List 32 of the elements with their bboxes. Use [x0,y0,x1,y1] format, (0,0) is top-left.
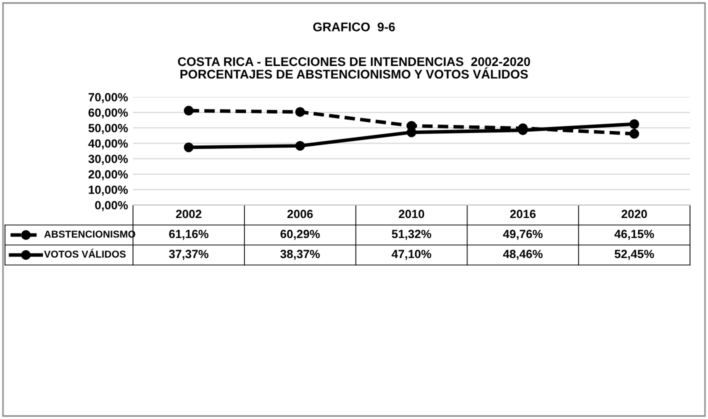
y-tick-label: 30,00% [88,154,128,165]
point [295,107,305,117]
y-tick-label: 70,00% [88,93,128,104]
data-label: 61,16% [169,230,208,240]
y-tick-label: 50,00% [88,124,128,134]
data-label: 60,29% [280,230,320,240]
x-tick-label: 2020 [622,210,647,218]
x-tick-label: 2016 [510,210,536,218]
data-label: 38,37% [280,250,320,260]
x-tick-label: 2010 [398,210,424,218]
point [184,142,194,152]
y-tick-label: 10,00% [88,186,128,196]
x-tick-label: 2006 [287,210,313,218]
point [295,140,305,151]
point [629,119,640,129]
y-tick-label: 40,00% [88,139,128,150]
legend-label: VOTOS VÁLIDOS [44,248,126,258]
data-label: 52,45% [614,250,654,260]
data-label: 51,32% [392,230,432,240]
data-label: 46,15% [614,230,654,240]
point [629,128,640,139]
y-tick-label: 60,00% [88,108,128,119]
y-tick-label: 0,00% [95,201,128,212]
y-tick-label: 20,00% [88,170,128,180]
data-label: 47,10% [392,250,432,260]
data-label: 49,76% [503,230,543,240]
data-label: 37,37% [168,250,208,260]
chart-title: GRAFICO 9-6 [313,22,395,32]
point [184,106,194,116]
chart-subtitle: COSTA RICA - ELECCIONES DE INTENDENCIAS 2002-2020 PORCENTAJES DE ABSTENCIONISMO Y VOTOS VÁLIDOS [178,57,530,79]
x-tick-label: 2002 [176,210,202,218]
data-label: 48,46% [503,250,543,260]
